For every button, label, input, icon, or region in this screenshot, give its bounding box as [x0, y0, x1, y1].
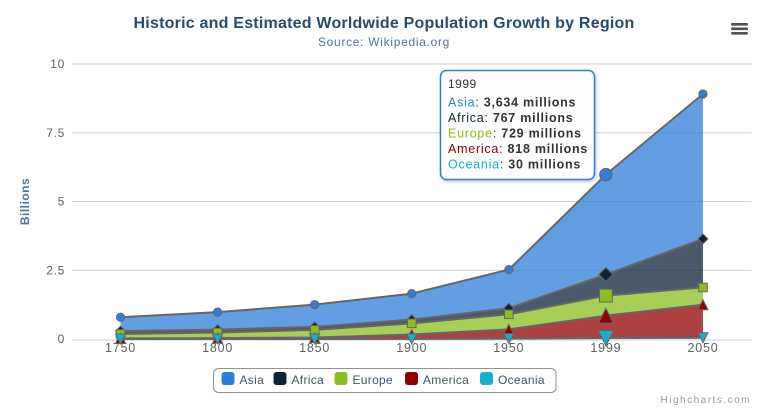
svg-text:Europe: Europe — [353, 373, 394, 387]
svg-text:Africa: 767 millions: Africa: 767 millions — [448, 111, 573, 125]
svg-text:Europe: 729 millions: Europe: 729 millions — [448, 127, 582, 141]
svg-text:0: 0 — [58, 332, 65, 346]
svg-text:Oceania: Oceania — [498, 373, 545, 387]
svg-text:Asia: Asia — [240, 373, 265, 387]
svg-text:1800: 1800 — [202, 341, 233, 355]
svg-text:Oceania: 30 millions: Oceania: 30 millions — [448, 158, 581, 172]
svg-text:1950: 1950 — [493, 341, 524, 355]
svg-text:America: 818 millions: America: 818 millions — [448, 142, 588, 156]
svg-text:Source: Wikipedia.org: Source: Wikipedia.org — [318, 35, 450, 49]
svg-text:Historic and Estimated Worldwi: Historic and Estimated Worldwide Populat… — [134, 15, 635, 32]
svg-text:7.5: 7.5 — [46, 126, 65, 140]
svg-text:America: America — [423, 373, 469, 387]
svg-text:1750: 1750 — [105, 341, 136, 355]
svg-text:2.5: 2.5 — [46, 263, 65, 277]
svg-text:Asia: 3,634 millions: Asia: 3,634 millions — [448, 96, 576, 110]
svg-text:1999: 1999 — [448, 77, 477, 91]
svg-text:1850: 1850 — [299, 341, 330, 355]
svg-text:10: 10 — [50, 57, 65, 71]
svg-text:Africa: Africa — [292, 373, 324, 387]
svg-text:Highcharts.com: Highcharts.com — [661, 395, 751, 406]
svg-text:5: 5 — [58, 195, 65, 209]
svg-text:Billions: Billions — [18, 178, 32, 225]
svg-text:2050: 2050 — [687, 341, 718, 355]
svg-text:1900: 1900 — [396, 341, 427, 355]
svg-text:1999: 1999 — [590, 341, 621, 355]
